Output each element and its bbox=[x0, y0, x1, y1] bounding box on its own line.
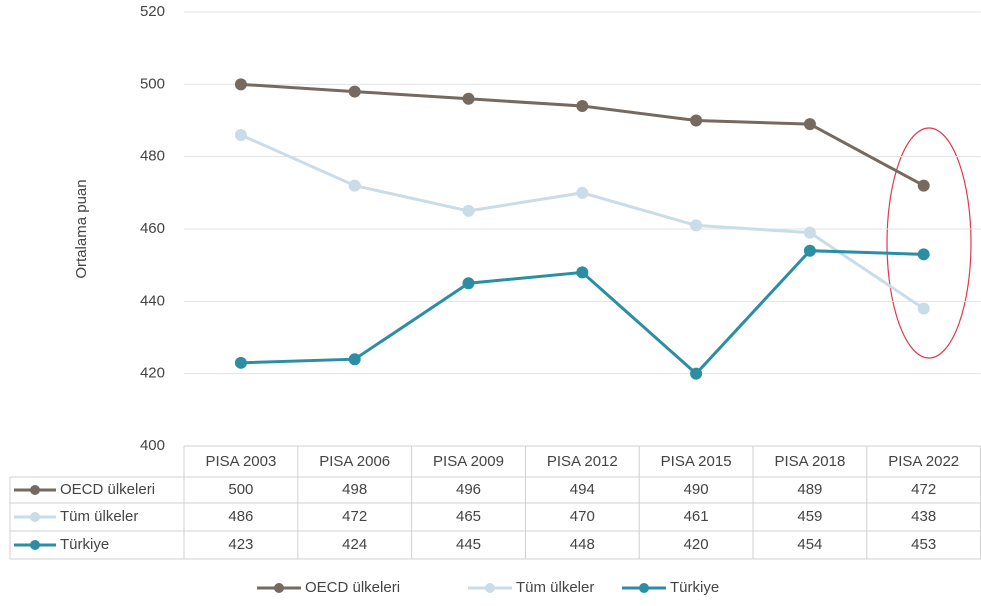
table-cell: 470 bbox=[570, 508, 595, 525]
table-cell: 423 bbox=[228, 536, 253, 553]
x-tick-label: PISA 2009 bbox=[433, 453, 504, 470]
data-point bbox=[690, 367, 703, 380]
data-point bbox=[917, 248, 930, 261]
y-axis-label: Ortalama puan bbox=[73, 179, 90, 278]
table-cell: 490 bbox=[684, 481, 709, 498]
row-label: Tüm ülkeler bbox=[60, 508, 138, 525]
y-tick-label: 500 bbox=[140, 75, 165, 92]
legend-swatch bbox=[30, 512, 40, 522]
table-cell: 448 bbox=[570, 536, 595, 553]
data-point bbox=[234, 78, 247, 91]
data-point bbox=[803, 226, 816, 239]
legend-label: Tüm ülkeler bbox=[516, 579, 594, 596]
legend-swatch bbox=[274, 583, 284, 593]
table-cell: 424 bbox=[342, 536, 367, 553]
highlight-ellipse bbox=[886, 127, 972, 359]
table-cell: 461 bbox=[684, 508, 709, 525]
legend-swatch bbox=[30, 540, 40, 550]
table-cell: 472 bbox=[342, 508, 367, 525]
y-tick-label: 460 bbox=[140, 220, 165, 237]
data-point bbox=[234, 356, 247, 369]
table-cell: 486 bbox=[228, 508, 253, 525]
legend-label: OECD ülkeleri bbox=[305, 579, 400, 596]
data-point bbox=[234, 128, 247, 141]
table-cell: 472 bbox=[911, 481, 936, 498]
data-point bbox=[348, 179, 361, 192]
legend-swatch bbox=[639, 583, 649, 593]
table-cell: 465 bbox=[456, 508, 481, 525]
table-cell: 500 bbox=[228, 481, 253, 498]
data-point bbox=[917, 179, 930, 192]
row-label: Türkiye bbox=[60, 536, 109, 553]
x-tick-label: PISA 2015 bbox=[661, 453, 732, 470]
data-point bbox=[690, 219, 703, 232]
x-tick-label: PISA 2012 bbox=[547, 453, 618, 470]
data-point bbox=[690, 114, 703, 127]
data-point bbox=[462, 92, 475, 105]
data-point bbox=[576, 100, 589, 113]
data-point bbox=[348, 353, 361, 366]
data-point bbox=[462, 277, 475, 290]
y-tick-label: 440 bbox=[140, 292, 165, 309]
data-point bbox=[803, 118, 816, 131]
x-tick-label: PISA 2022 bbox=[888, 453, 959, 470]
row-label: OECD ülkeleri bbox=[60, 481, 155, 498]
series-line bbox=[240, 133, 925, 310]
x-tick-label: PISA 2018 bbox=[774, 453, 845, 470]
y-tick-label: 520 bbox=[140, 3, 165, 20]
table-cell: 496 bbox=[456, 481, 481, 498]
table-cell: 498 bbox=[342, 481, 367, 498]
data-point bbox=[576, 186, 589, 199]
table-cell: 454 bbox=[797, 536, 822, 553]
series-line bbox=[240, 82, 925, 187]
y-tick-label: 480 bbox=[140, 148, 165, 165]
table-cell: 494 bbox=[570, 481, 595, 498]
data-point bbox=[462, 204, 475, 217]
table-cell: 459 bbox=[797, 508, 822, 525]
table-cell: 445 bbox=[456, 536, 481, 553]
table-cell: 438 bbox=[911, 508, 936, 525]
data-point bbox=[576, 266, 589, 279]
data-point bbox=[348, 85, 361, 98]
y-tick-label: 420 bbox=[140, 365, 165, 382]
table-cell: 420 bbox=[684, 536, 709, 553]
y-tick-label: 400 bbox=[140, 437, 165, 454]
legend-label: Türkiye bbox=[670, 579, 719, 596]
table-cell: 489 bbox=[797, 481, 822, 498]
table-cell: 453 bbox=[911, 536, 936, 553]
x-tick-label: PISA 2006 bbox=[319, 453, 390, 470]
data-point bbox=[803, 244, 816, 257]
data-point bbox=[917, 302, 930, 315]
legend-swatch bbox=[485, 583, 495, 593]
legend-swatch bbox=[30, 485, 40, 495]
x-tick-label: PISA 2003 bbox=[205, 453, 276, 470]
